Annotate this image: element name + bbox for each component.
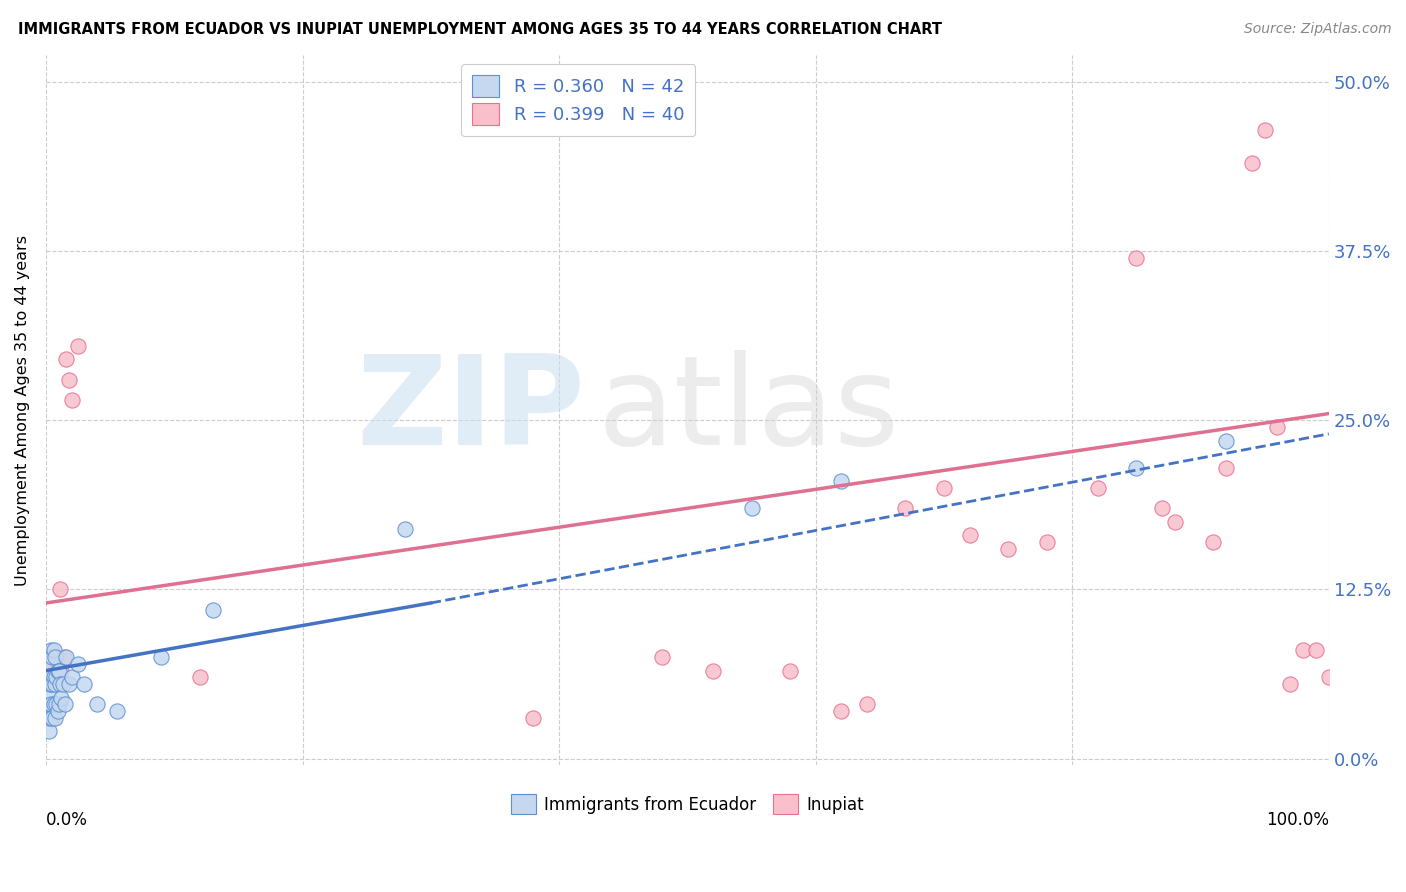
Point bbox=[830, 474, 852, 488]
Point bbox=[1035, 535, 1057, 549]
Point bbox=[856, 698, 879, 712]
Point bbox=[1267, 420, 1289, 434]
Point bbox=[1087, 481, 1109, 495]
Point bbox=[702, 664, 724, 678]
Point bbox=[42, 698, 65, 712]
Point bbox=[38, 677, 60, 691]
Point bbox=[1317, 670, 1340, 684]
Point bbox=[42, 643, 65, 657]
Point bbox=[1150, 501, 1173, 516]
Point bbox=[1164, 515, 1187, 529]
Point bbox=[201, 603, 224, 617]
Point bbox=[67, 339, 90, 353]
Text: Source: ZipAtlas.com: Source: ZipAtlas.com bbox=[1244, 22, 1392, 37]
Point bbox=[44, 677, 66, 691]
Point bbox=[38, 684, 60, 698]
Point bbox=[55, 650, 77, 665]
Point bbox=[46, 664, 69, 678]
Point bbox=[1279, 677, 1302, 691]
Point bbox=[67, 657, 90, 671]
Point bbox=[651, 650, 673, 665]
Point bbox=[48, 677, 70, 691]
Point bbox=[39, 670, 62, 684]
Point bbox=[45, 670, 67, 684]
Text: ZIP: ZIP bbox=[356, 350, 585, 471]
Point bbox=[894, 501, 917, 516]
Point bbox=[86, 698, 108, 712]
Point bbox=[55, 352, 77, 367]
Point bbox=[1215, 434, 1237, 448]
Point bbox=[41, 650, 63, 665]
Point bbox=[58, 373, 80, 387]
Point bbox=[52, 650, 75, 665]
Point bbox=[41, 711, 63, 725]
Point bbox=[51, 664, 73, 678]
Text: 0.0%: 0.0% bbox=[46, 812, 87, 830]
Text: atlas: atlas bbox=[598, 350, 900, 471]
Point bbox=[49, 582, 72, 597]
Point bbox=[44, 711, 66, 725]
Point bbox=[38, 724, 60, 739]
Point bbox=[830, 704, 852, 718]
Point bbox=[932, 481, 955, 495]
Point bbox=[150, 650, 173, 665]
Point bbox=[46, 650, 69, 665]
Point bbox=[45, 698, 67, 712]
Point bbox=[60, 670, 83, 684]
Point bbox=[37, 711, 59, 725]
Point bbox=[49, 677, 72, 691]
Point bbox=[44, 664, 66, 678]
Y-axis label: Unemployment Among Ages 35 to 44 years: Unemployment Among Ages 35 to 44 years bbox=[15, 235, 30, 586]
Point bbox=[45, 670, 67, 684]
Point bbox=[39, 698, 62, 712]
Point bbox=[38, 664, 60, 678]
Text: IMMIGRANTS FROM ECUADOR VS INUPIAT UNEMPLOYMENT AMONG AGES 35 TO 44 YEARS CORREL: IMMIGRANTS FROM ECUADOR VS INUPIAT UNEMP… bbox=[18, 22, 942, 37]
Point bbox=[39, 643, 62, 657]
Point bbox=[997, 541, 1019, 556]
Point bbox=[46, 704, 69, 718]
Point bbox=[44, 650, 66, 665]
Text: 100.0%: 100.0% bbox=[1265, 812, 1329, 830]
Point bbox=[41, 650, 63, 665]
Point bbox=[39, 677, 62, 691]
Point bbox=[38, 657, 60, 671]
Point bbox=[58, 677, 80, 691]
Legend: Immigrants from Ecuador, Inupiat: Immigrants from Ecuador, Inupiat bbox=[505, 788, 870, 821]
Point bbox=[1125, 251, 1147, 265]
Point bbox=[48, 664, 70, 678]
Point bbox=[779, 664, 801, 678]
Point bbox=[51, 690, 73, 705]
Point bbox=[188, 670, 211, 684]
Point bbox=[42, 677, 65, 691]
Point bbox=[959, 528, 981, 542]
Point bbox=[1253, 122, 1275, 136]
Point bbox=[42, 670, 65, 684]
Point bbox=[38, 711, 60, 725]
Point bbox=[52, 677, 75, 691]
Point bbox=[522, 711, 544, 725]
Point bbox=[48, 698, 70, 712]
Point bbox=[1292, 643, 1315, 657]
Point bbox=[1305, 643, 1327, 657]
Point bbox=[105, 704, 128, 718]
Point bbox=[1125, 460, 1147, 475]
Point bbox=[1202, 535, 1225, 549]
Point bbox=[53, 698, 76, 712]
Point bbox=[741, 501, 763, 516]
Point bbox=[60, 393, 83, 408]
Point bbox=[73, 677, 96, 691]
Point bbox=[394, 522, 416, 536]
Point bbox=[1215, 460, 1237, 475]
Point bbox=[41, 677, 63, 691]
Point bbox=[1240, 156, 1263, 170]
